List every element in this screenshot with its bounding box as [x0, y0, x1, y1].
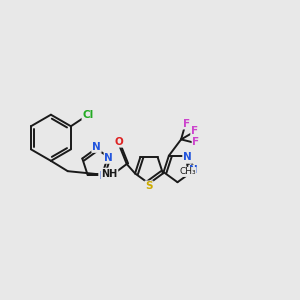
Text: NH: NH — [101, 169, 118, 178]
Text: N: N — [99, 171, 108, 181]
Text: S: S — [145, 181, 153, 191]
Text: N: N — [189, 166, 198, 176]
Text: Cl: Cl — [82, 110, 94, 120]
Text: F: F — [191, 126, 198, 136]
Text: F: F — [193, 137, 200, 147]
Text: N: N — [183, 152, 192, 162]
Text: F: F — [183, 119, 190, 129]
Text: CH₃: CH₃ — [179, 167, 196, 176]
Text: N: N — [183, 153, 192, 163]
Text: N: N — [92, 142, 101, 152]
Text: N: N — [104, 153, 113, 163]
Text: O: O — [114, 137, 123, 147]
